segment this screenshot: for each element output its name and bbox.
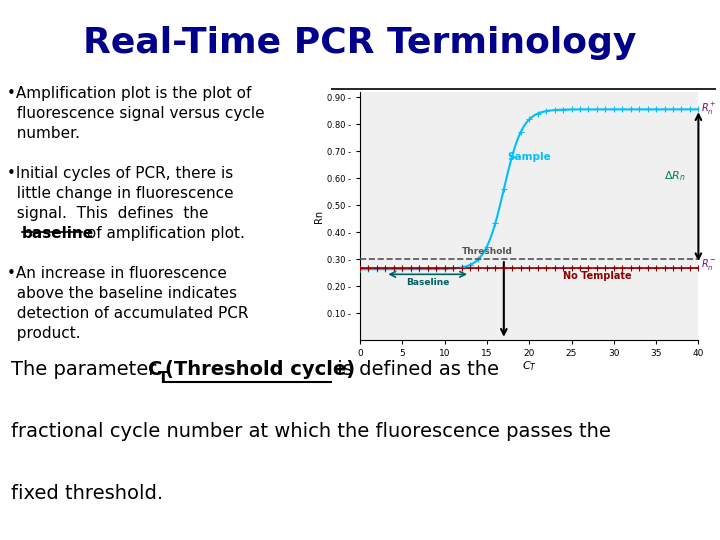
Text: Sample: Sample	[508, 152, 551, 162]
Text: •Initial cycles of PCR, there is: •Initial cycles of PCR, there is	[7, 166, 233, 181]
Text: detection of accumulated PCR: detection of accumulated PCR	[7, 306, 248, 321]
Text: C: C	[148, 360, 162, 379]
Text: fractional cycle number at which the fluorescence passes the: fractional cycle number at which the flu…	[11, 422, 611, 441]
Text: above the baseline indicates: above the baseline indicates	[7, 286, 237, 301]
Text: Real-Time PCR Terminology: Real-Time PCR Terminology	[84, 26, 636, 60]
Text: of amplification plot.: of amplification plot.	[81, 226, 244, 241]
Text: (Threshold cycle): (Threshold cycle)	[165, 360, 355, 379]
Text: The parameter: The parameter	[11, 360, 162, 379]
Text: fixed threshold.: fixed threshold.	[11, 484, 163, 503]
Text: little change in fluorescence: little change in fluorescence	[7, 186, 234, 201]
Text: •Amplification plot is the plot of: •Amplification plot is the plot of	[7, 86, 251, 101]
Text: $R_n^-$: $R_n^-$	[701, 256, 717, 272]
Y-axis label: Rn: Rn	[314, 210, 324, 222]
Text: signal.  This  defines  the: signal. This defines the	[7, 206, 209, 221]
Text: number.: number.	[7, 126, 80, 141]
Text: $\Delta R_n$: $\Delta R_n$	[664, 169, 685, 183]
Text: is defined as the: is defined as the	[331, 360, 499, 379]
Text: No Template: No Template	[562, 271, 631, 281]
Text: •An increase in fluorescence: •An increase in fluorescence	[7, 266, 227, 281]
Text: baseline: baseline	[22, 226, 94, 241]
Text: T: T	[158, 372, 168, 386]
Text: fluorescence signal versus cycle: fluorescence signal versus cycle	[7, 106, 265, 121]
Text: Threshold: Threshold	[462, 247, 513, 256]
X-axis label: $C_T$: $C_T$	[522, 360, 536, 374]
Text: $R_n^+$: $R_n^+$	[701, 102, 716, 117]
Text: product.: product.	[7, 326, 81, 341]
Text: Baseline: Baseline	[406, 278, 449, 287]
